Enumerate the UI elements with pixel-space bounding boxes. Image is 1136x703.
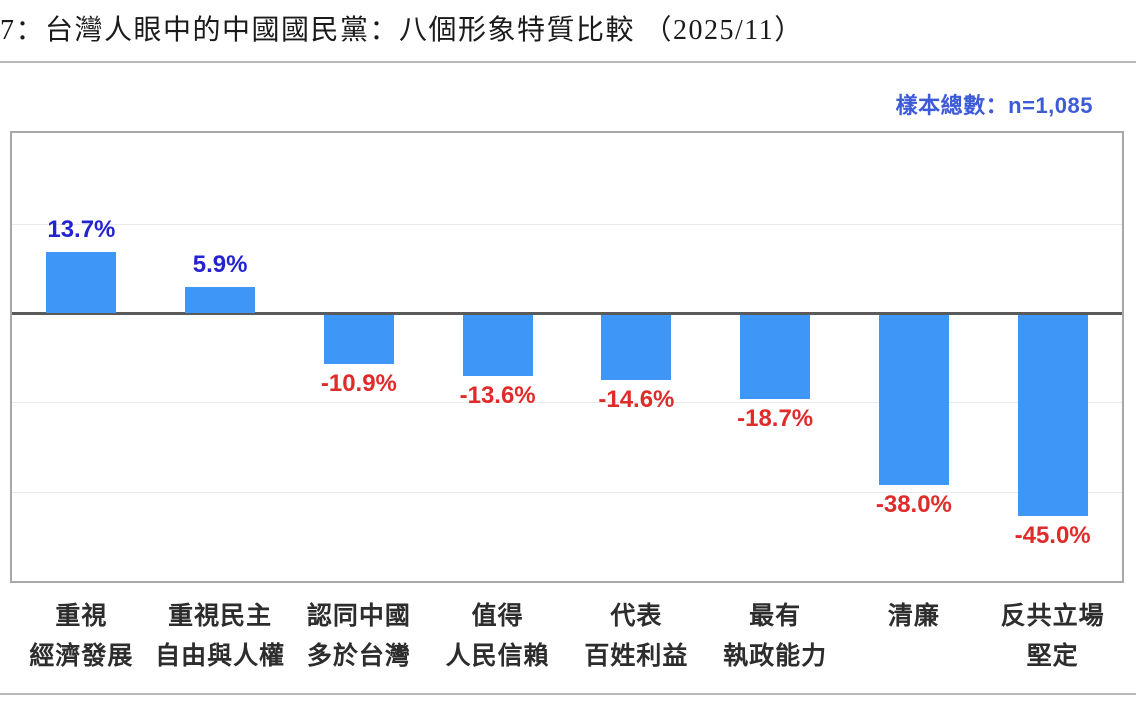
category-label-1-line-1: 自由與人權	[155, 642, 286, 670]
category-axis: 重視 經濟發展 重視民主 自由與人權 認同中國 多於台灣 值得 人民信賴 代表 百姓利益 最有 執政能…	[12, 596, 1122, 686]
category-label-7: 反共立場 堅定	[983, 596, 1122, 686]
category-label-4-line-1: 百姓利益	[584, 642, 689, 670]
category-label-1: 重視民主 自由與人權	[151, 596, 290, 686]
value-label-3: -13.6%	[459, 381, 536, 409]
bar-0	[46, 251, 117, 313]
category-label-1-line-0: 重視民主	[168, 602, 273, 630]
bottom-divider	[0, 693, 1136, 695]
chart-title: 7：台灣人眼中的中國國民黨：八個形象特質比較 （2025/11）	[0, 15, 804, 46]
category-label-0-line-1: 經濟發展	[29, 642, 134, 670]
category-label-7-line-0: 反共立場	[1000, 602, 1105, 630]
category-label-2-line-1: 多於台灣	[306, 642, 411, 670]
bar-4	[601, 315, 672, 381]
gridline-20	[12, 223, 1122, 225]
category-label-3-line-1: 人民信賴	[445, 642, 550, 670]
category-label-5: 最有 執政能力	[706, 596, 845, 686]
gridline--20	[12, 402, 1122, 404]
category-label-2: 認同中國 多於台灣	[290, 596, 429, 686]
value-label-1: 5.9%	[192, 250, 248, 278]
zero-axis-line	[12, 312, 1122, 315]
value-label-2: -10.9%	[320, 369, 397, 397]
value-label-6: -38.0%	[875, 490, 952, 518]
category-label-5-line-0: 最有	[749, 602, 802, 630]
plot-area: 13.7% 5.9% -10.9% -13.6% -14.6% -18.7% -38.0% -…	[10, 131, 1124, 583]
category-label-5-line-1: 執政能力	[723, 642, 828, 670]
value-label-4: -14.6%	[598, 386, 675, 414]
category-label-7-line-1: 堅定	[1026, 642, 1079, 670]
sample-size-note: 樣本總數：n=1,085	[895, 93, 1093, 118]
category-label-4-line-0: 代表	[610, 602, 663, 630]
bar-2	[323, 315, 394, 364]
category-label-0-line-0: 重視	[55, 602, 108, 630]
category-label-6: 清廉	[845, 596, 984, 686]
bar-5	[740, 315, 811, 399]
category-label-4: 代表 百姓利益	[567, 596, 706, 686]
gridline--40	[12, 491, 1122, 493]
bar-3	[462, 315, 533, 376]
value-label-5: -18.7%	[737, 404, 814, 432]
bar-1	[185, 286, 256, 313]
category-label-0: 重視 經濟發展	[12, 596, 151, 686]
category-label-3-line-0: 值得	[471, 602, 524, 630]
category-label-6-line-0: 清廉	[887, 602, 940, 630]
bar-7	[1017, 315, 1088, 517]
bar-6	[878, 315, 949, 485]
category-label-3: 值得 人民信賴	[428, 596, 567, 686]
category-label-2-line-0: 認同中國	[306, 602, 411, 630]
value-label-0: 13.7%	[47, 215, 116, 243]
value-label-7: -45.0%	[1014, 522, 1091, 550]
title-divider	[0, 61, 1136, 63]
